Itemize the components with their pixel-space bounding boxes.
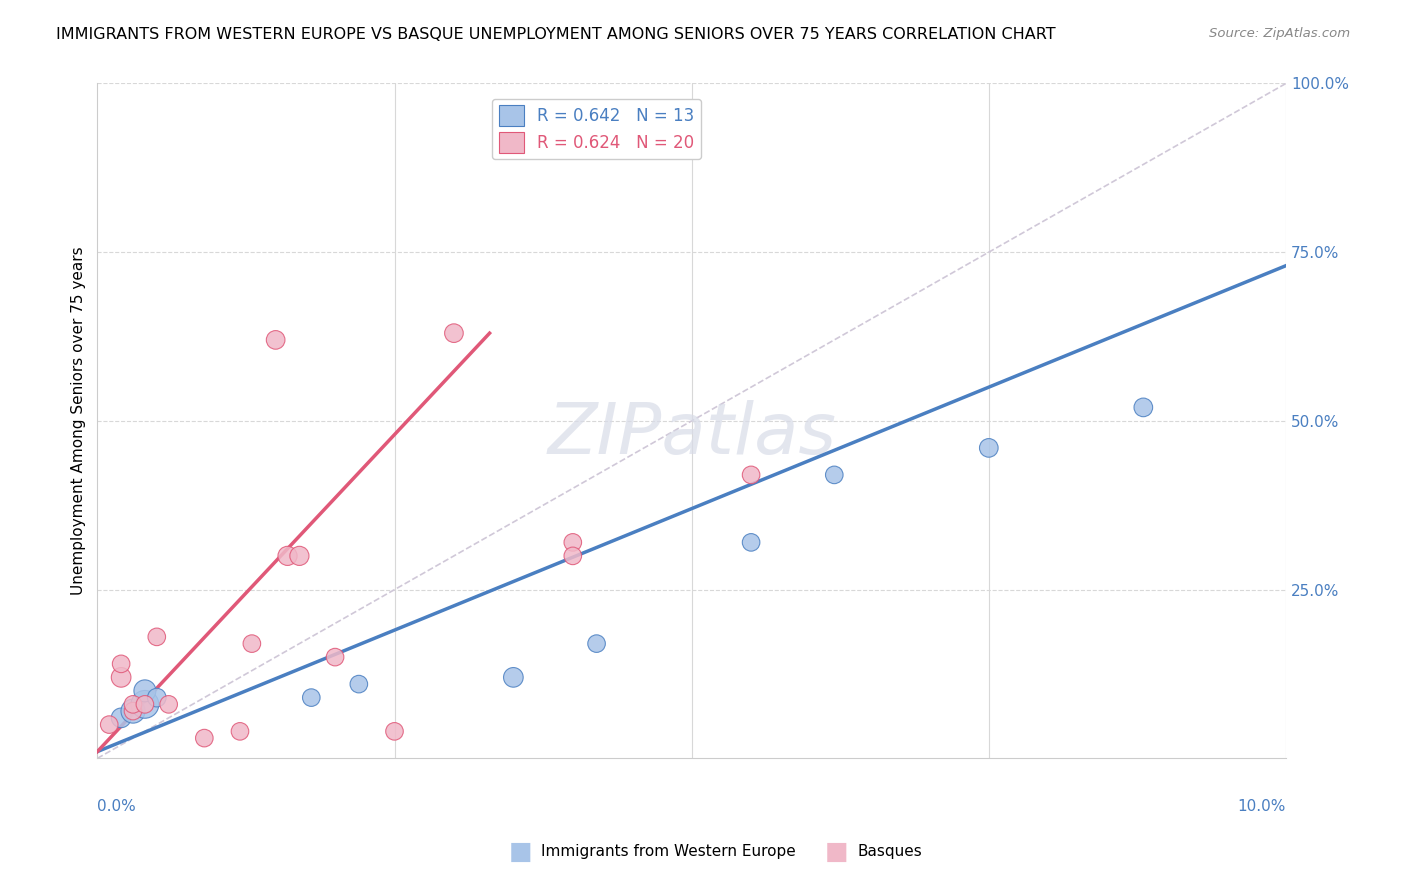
Point xyxy=(323,650,346,665)
Point xyxy=(122,704,145,718)
Y-axis label: Unemployment Among Seniors over 75 years: Unemployment Among Seniors over 75 years xyxy=(72,246,86,595)
Text: 0.0%: 0.0% xyxy=(97,799,136,814)
Point xyxy=(264,333,287,347)
Point xyxy=(561,535,583,549)
Text: Basques: Basques xyxy=(858,845,922,859)
Point xyxy=(98,717,121,731)
Point xyxy=(110,657,132,671)
Point xyxy=(288,549,311,563)
Point xyxy=(193,731,215,745)
Point xyxy=(585,637,607,651)
Point xyxy=(122,698,145,712)
Text: 10.0%: 10.0% xyxy=(1237,799,1286,814)
Point xyxy=(443,326,465,340)
Text: ZIPatlas: ZIPatlas xyxy=(547,400,837,469)
Point xyxy=(110,670,132,684)
Point xyxy=(1132,401,1154,415)
Point xyxy=(823,467,845,482)
Point xyxy=(146,630,169,644)
Legend: R = 0.642   N = 13, R = 0.624   N = 20: R = 0.642 N = 13, R = 0.624 N = 20 xyxy=(492,98,702,159)
Point xyxy=(561,549,583,563)
Point xyxy=(134,684,156,698)
Point xyxy=(384,724,406,739)
Point xyxy=(240,637,263,651)
Text: ■: ■ xyxy=(509,840,531,863)
Point xyxy=(740,535,762,549)
Text: IMMIGRANTS FROM WESTERN EUROPE VS BASQUE UNEMPLOYMENT AMONG SENIORS OVER 75 YEAR: IMMIGRANTS FROM WESTERN EUROPE VS BASQUE… xyxy=(56,27,1056,42)
Text: Immigrants from Western Europe: Immigrants from Western Europe xyxy=(541,845,796,859)
Point xyxy=(134,698,156,712)
Point xyxy=(110,711,132,725)
Point xyxy=(299,690,322,705)
Point xyxy=(977,441,1000,455)
Point xyxy=(502,670,524,684)
Point xyxy=(277,549,299,563)
Point xyxy=(740,467,762,482)
Point xyxy=(157,698,180,712)
Point xyxy=(146,690,169,705)
Point xyxy=(347,677,370,691)
Text: Source: ZipAtlas.com: Source: ZipAtlas.com xyxy=(1209,27,1350,40)
Point xyxy=(229,724,252,739)
Text: ■: ■ xyxy=(825,840,848,863)
Point xyxy=(134,698,156,712)
Point xyxy=(122,704,145,718)
